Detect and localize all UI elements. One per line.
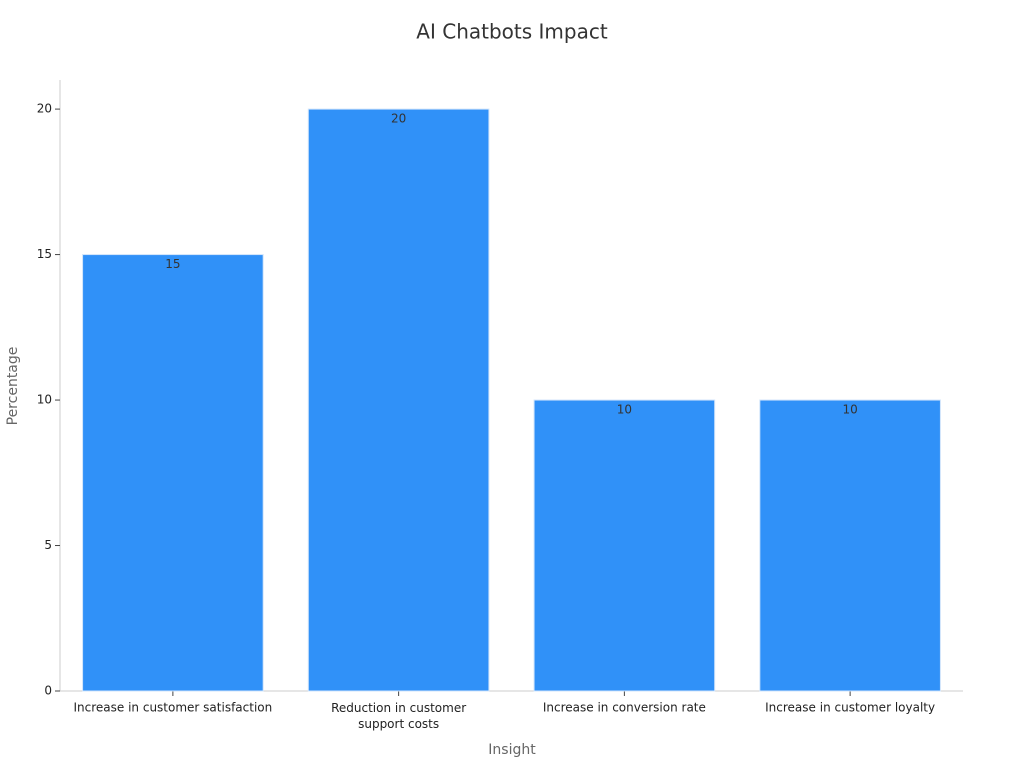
value-label: 15 xyxy=(165,257,180,271)
x-tick-label: Increase in customer satisfaction xyxy=(74,701,273,715)
y-tick-label: 15 xyxy=(37,247,52,261)
y-axis-label: Percentage xyxy=(5,347,21,426)
value-label: 10 xyxy=(842,403,857,417)
x-tick-label: Reduction in customer support costs xyxy=(331,701,466,731)
x-tick-label: Increase in customer loyalty xyxy=(765,701,935,715)
y-tick-label: 0 xyxy=(44,684,52,698)
x-tick-label: Increase in conversion rate xyxy=(543,701,706,715)
y-tick-label: 20 xyxy=(37,102,52,116)
bar xyxy=(533,399,716,692)
y-tick-label: 10 xyxy=(37,393,52,407)
value-label: 20 xyxy=(391,112,406,126)
x-axis-label: Insight xyxy=(488,742,536,758)
bar xyxy=(82,254,264,692)
bar xyxy=(307,108,490,692)
bar xyxy=(759,399,941,692)
value-label: 10 xyxy=(617,403,632,417)
y-tick-label: 5 xyxy=(44,538,52,552)
chart-title: AI Chatbots Impact xyxy=(416,20,608,44)
